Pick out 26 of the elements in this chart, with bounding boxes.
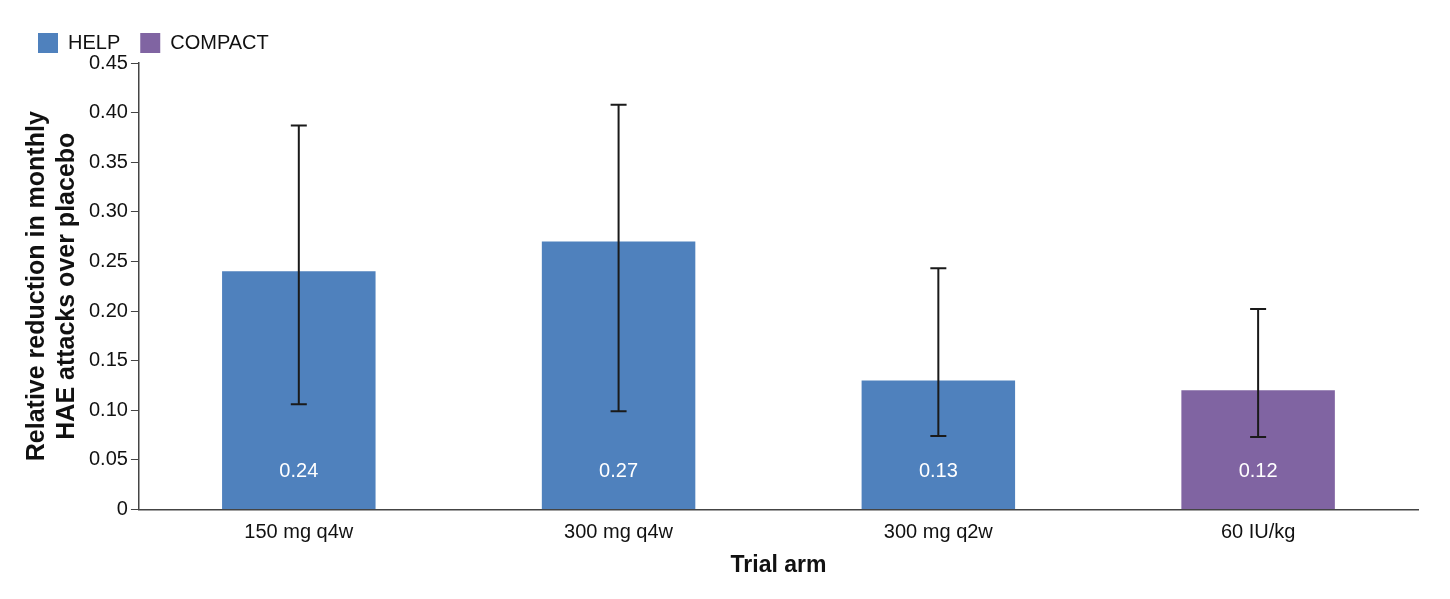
y-tick-label: 0.20 <box>88 298 128 321</box>
bar <box>1181 390 1335 509</box>
bar <box>861 380 1016 509</box>
x-tick-label: 300 mg q4w <box>564 519 674 542</box>
bar <box>222 271 376 509</box>
y-tick-label: 0.45 <box>88 50 128 73</box>
bar <box>541 241 696 509</box>
y-tick-label: 0 <box>116 496 128 519</box>
data-label: 0.27 <box>599 458 639 481</box>
y-tick-label: 0.35 <box>88 149 128 172</box>
y-tick-label: 0.25 <box>88 248 128 271</box>
x-axis-title: Trial arm <box>730 550 827 577</box>
y-tick-label: 0.10 <box>88 397 128 420</box>
data-label: 0.12 <box>1238 458 1278 481</box>
legend-label: COMPACT <box>170 30 269 53</box>
x-tick-label: 60 IU/kg <box>1220 519 1296 542</box>
y-axis-title: Relative reduction in monthly HAE attacks over placebo <box>20 111 79 462</box>
y-tick-label: 0.05 <box>88 447 128 470</box>
legend-label: HELP <box>68 30 121 53</box>
data-label: 0.13 <box>918 458 958 481</box>
x-tick-label: 150 mg q4w <box>244 519 354 542</box>
y-tick-label: 0.30 <box>88 199 128 222</box>
x-tick-label: 300 mg q2w <box>883 519 994 542</box>
data-label: 0.24 <box>279 458 319 481</box>
y-tick-label: 0.15 <box>88 348 128 371</box>
y-tick-label: 0.40 <box>88 100 128 123</box>
